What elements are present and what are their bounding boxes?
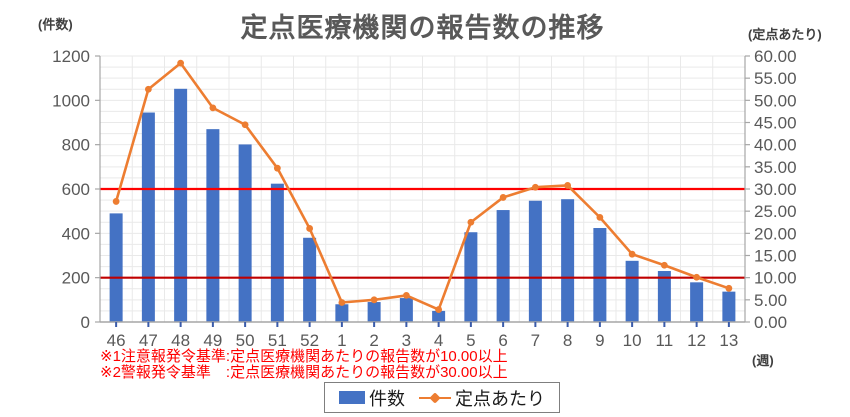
line-marker-week-50 (241, 121, 249, 129)
right-axis-tick-label: 35.00 (754, 158, 797, 177)
bar-week-50 (238, 144, 252, 322)
legend-item-cases: 件数 (339, 385, 405, 411)
bar-week-13 (722, 291, 736, 322)
left-axis-tick-label: 400 (62, 224, 90, 243)
right-axis-tick-label: 20.00 (754, 224, 797, 243)
x-axis-category-label: 11 (656, 331, 674, 350)
bar-week-7 (528, 200, 542, 322)
bar-week-49 (206, 129, 220, 322)
bar-week-10 (625, 260, 639, 322)
bar-week-3 (399, 298, 413, 322)
line-marker-week-11 (660, 261, 668, 269)
bar-week-1 (335, 304, 349, 322)
x-axis-category-label: 50 (236, 331, 255, 350)
right-axis-tick-label: 60.00 (754, 47, 797, 66)
left-axis-tick-label: 1200 (52, 47, 90, 66)
x-axis-category-label: 8 (563, 331, 572, 350)
line-series (114, 61, 730, 311)
bar-week-4 (432, 310, 446, 322)
line-marker-week-49 (209, 104, 217, 112)
line-marker-week-5 (467, 218, 475, 226)
x-axis-category-label: 47 (139, 331, 158, 350)
legend-bar-swatch-icon (339, 391, 365, 404)
right-axis-tick-label: 45.00 (754, 114, 797, 133)
bar-week-51 (270, 183, 284, 322)
line-marker-week-4 (435, 306, 443, 313)
line-marker-week-3 (402, 292, 410, 299)
left-axis-tick-label: 800 (62, 136, 90, 155)
bar-week-6 (496, 210, 510, 322)
bar-week-2 (367, 302, 381, 322)
right-axis-tick-label: 40.00 (754, 136, 797, 155)
line-marker-week-13 (725, 284, 733, 292)
x-axis-category-label: 3 (402, 331, 411, 350)
right-axis-tick-label: 5.00 (754, 291, 787, 310)
legend-line-swatch-icon (419, 391, 451, 404)
x-axis-category-label: 48 (171, 331, 190, 350)
line-marker-week-8 (564, 182, 572, 189)
right-axis-tick-label: 30.00 (754, 180, 797, 199)
line-marker-week-10 (628, 250, 636, 258)
x-axis-category-label: 10 (623, 331, 642, 350)
x-axis-category-label: 6 (498, 331, 507, 350)
bar-week-12 (690, 282, 704, 322)
x-axis-category-label: 52 (300, 331, 319, 350)
right-axis-tick-label: 0.00 (754, 313, 787, 332)
footnotes: ※1注意報発令基準:定点医療機関あたりの報告数が10.00以上 ※2警報発令基準… (100, 349, 508, 381)
x-axis-category-label: 51 (268, 331, 287, 350)
right-axis-tick-label: 10.00 (754, 269, 797, 288)
x-axis-category-label: 4 (434, 331, 443, 350)
x-axis-category-label: 2 (369, 331, 378, 350)
left-axis-tick-label: 1000 (52, 91, 90, 110)
bar-week-47 (141, 112, 155, 323)
right-axis-tick-label: 25.00 (754, 202, 797, 221)
line-marker-week-7 (531, 183, 539, 191)
x-axis-category-label: 7 (531, 331, 540, 350)
bar-week-46 (109, 213, 123, 322)
x-axis-category-label: 46 (107, 331, 126, 350)
x-axis-category-label: 9 (595, 331, 604, 350)
bar-week-52 (303, 237, 317, 322)
left-axis-tick-label: 600 (62, 180, 90, 199)
right-axis-tick-label: 55.00 (754, 69, 797, 88)
line-marker-week-6 (499, 194, 507, 201)
line-marker-week-47 (144, 85, 152, 93)
x-axis-unit-label: (週) (752, 353, 774, 368)
left-axis-unit-label: (件数) (38, 17, 73, 32)
line-marker-week-52 (306, 225, 314, 232)
line-marker-week-1 (338, 299, 346, 306)
bar-week-11 (657, 271, 671, 322)
bar-week-48 (174, 88, 188, 322)
right-axis-tick-label: 15.00 (754, 247, 797, 266)
footnote-warning-threshold: ※2警報発令基準 :定点医療機関あたりの報告数が30.00以上 (100, 364, 508, 381)
line-marker-week-2 (370, 296, 378, 304)
left-axis-tick-label: 200 (62, 269, 90, 288)
bar-week-9 (593, 228, 607, 322)
line-marker-week-9 (596, 213, 604, 221)
x-axis-category-label: 13 (719, 331, 738, 350)
x-axis-category-label: 49 (203, 331, 222, 350)
legend-label-per-sentinel: 定点あたり (455, 388, 545, 409)
chart-title: 定点医療機関の報告数の推移 (240, 13, 605, 43)
x-axis-category-label: 12 (687, 331, 706, 350)
bar-week-8 (561, 199, 575, 322)
legend-label-cases: 件数 (369, 388, 405, 409)
line-marker-week-46 (112, 198, 120, 205)
line-marker-week-51 (273, 164, 281, 172)
line-marker-week-12 (693, 273, 701, 281)
right-axis-tick-label: 50.00 (754, 91, 797, 110)
x-axis-category-label: 5 (466, 331, 475, 350)
x-axis-category-label: 1 (337, 331, 346, 350)
left-axis-tick-label: 0 (81, 313, 90, 332)
legend: 件数 定点あたり (324, 382, 560, 413)
legend-item-per-sentinel: 定点あたり (419, 385, 545, 411)
right-axis-unit-label: (定点あたり) (748, 27, 822, 42)
line-marker-week-48 (177, 59, 185, 67)
footnote-caution-threshold: ※1注意報発令基準:定点医療機関あたりの報告数が10.00以上 (100, 348, 508, 365)
